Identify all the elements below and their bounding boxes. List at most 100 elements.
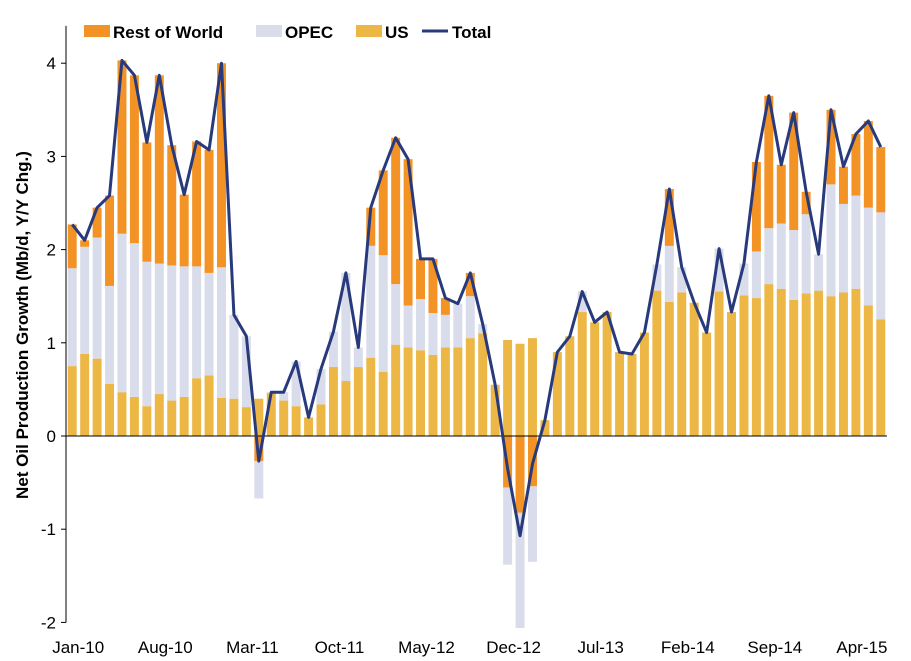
bar-rest-of-world	[204, 149, 214, 273]
bar-rest-of-world	[826, 109, 836, 185]
x-tick-label: Jan-10	[52, 638, 104, 657]
bar-us	[341, 381, 351, 436]
bar-opec	[241, 336, 251, 408]
bar-opec	[801, 214, 811, 294]
bar-us	[664, 301, 674, 436]
bar-us	[515, 343, 525, 436]
bar-opec	[403, 305, 413, 348]
x-tick-label: Aug-10	[138, 638, 193, 657]
bar-opec	[528, 486, 537, 562]
bar-rest-of-world	[67, 224, 77, 269]
legend-label-opec: OPEC	[285, 23, 333, 42]
bar-us	[229, 398, 239, 436]
bar-rest-of-world	[440, 298, 450, 315]
bar-opec	[428, 312, 438, 355]
bar-opec	[838, 203, 848, 293]
bar-layer	[67, 60, 886, 628]
x-tick-label: Sep-14	[747, 638, 802, 657]
bar-us	[129, 396, 139, 436]
bar-rest-of-world	[751, 161, 761, 252]
bar-us	[739, 295, 749, 436]
bar-opec	[192, 266, 202, 379]
bar-us	[702, 332, 712, 436]
bar-us	[291, 406, 301, 436]
bar-us	[254, 398, 264, 436]
bar-opec	[876, 212, 886, 320]
bar-us	[826, 296, 836, 436]
legend-swatch-us	[356, 25, 382, 37]
bar-us	[142, 406, 152, 436]
x-axis-ticks: Jan-10 Aug-10 Mar-11 Oct-11 May-12 Dec-12 Jul-…	[52, 638, 887, 657]
bar-opec	[80, 246, 90, 354]
bar-us	[490, 384, 500, 436]
bar-us	[105, 383, 115, 436]
legend-swatch-opec	[256, 25, 282, 37]
bar-opec	[677, 267, 687, 293]
bar-us	[416, 350, 425, 436]
bar-opec	[851, 195, 861, 289]
y-tick-label: -1	[41, 520, 56, 539]
bar-opec	[751, 251, 761, 299]
bar-us	[266, 393, 276, 436]
bar-us	[751, 298, 761, 436]
bar-us	[316, 404, 326, 436]
y-tick-label: 3	[47, 147, 56, 166]
y-tick-label: 1	[47, 334, 56, 353]
bar-rest-of-world	[217, 63, 226, 268]
bar-us	[727, 312, 736, 436]
x-tick-label: Mar-11	[226, 638, 279, 657]
bar-opec	[117, 233, 127, 393]
bar-us	[552, 352, 562, 436]
bar-us	[328, 367, 338, 436]
bar-us	[503, 340, 513, 436]
bar-opec	[789, 230, 799, 300]
bar-opec	[378, 255, 388, 372]
bar-rest-of-world	[416, 258, 425, 299]
bar-rest-of-world	[776, 164, 786, 224]
bar-opec	[328, 331, 338, 368]
bar-opec	[453, 303, 463, 348]
bar-us	[241, 407, 251, 436]
x-tick-label: May-12	[398, 638, 455, 657]
bar-rest-of-world	[80, 240, 90, 247]
bar-opec	[366, 245, 376, 358]
bar-us	[453, 347, 463, 436]
bar-opec	[279, 392, 289, 401]
bar-us	[366, 357, 376, 436]
bar-opec	[416, 299, 425, 351]
legend-label-total: Total	[452, 23, 491, 42]
bar-rest-of-world	[378, 170, 388, 256]
bar-rest-of-world	[154, 75, 164, 264]
bar-rest-of-world	[92, 207, 102, 238]
bar-rest-of-world	[851, 134, 861, 196]
bar-us	[217, 397, 226, 436]
bar-opec	[776, 223, 786, 289]
bar-us	[204, 375, 214, 436]
bar-us	[528, 338, 537, 436]
bar-opec	[664, 245, 674, 302]
bar-us	[167, 400, 177, 436]
bar-us	[876, 319, 886, 436]
bar-opec	[179, 266, 189, 397]
x-tick-label: Jul-13	[578, 638, 624, 657]
bar-us	[639, 332, 649, 436]
bar-rest-of-world	[142, 142, 152, 262]
bar-us	[714, 291, 724, 436]
bar-opec	[826, 184, 836, 297]
y-tick-label: 0	[47, 427, 56, 446]
bar-opec	[814, 254, 824, 291]
bar-us	[590, 322, 600, 436]
bar-rest-of-world	[167, 145, 177, 266]
bar-opec	[129, 243, 139, 397]
bar-us	[279, 400, 289, 436]
x-tick-label: Feb-14	[661, 638, 715, 657]
bar-opec	[154, 263, 164, 395]
bar-opec	[167, 265, 177, 401]
bar-us	[838, 292, 848, 436]
bar-us	[863, 305, 873, 436]
bar-opec	[465, 296, 475, 339]
bar-opec	[577, 291, 587, 313]
bar-rest-of-world	[391, 137, 401, 285]
bar-us	[440, 347, 450, 436]
bar-us	[179, 396, 189, 436]
